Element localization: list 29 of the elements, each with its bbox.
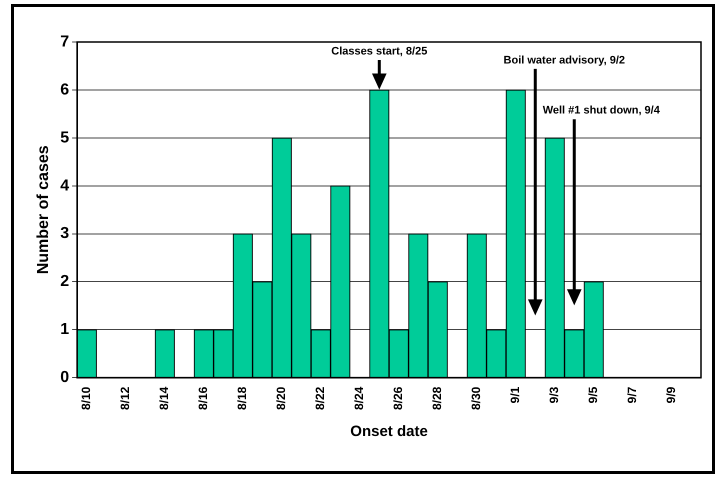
- y-axis-title: Number of cases: [35, 145, 52, 274]
- x-tick-label: 8/22: [313, 386, 328, 410]
- x-tick-label: 9/9: [664, 386, 678, 404]
- y-tick-label: 3: [60, 225, 70, 242]
- x-tick-label: 8/12: [118, 386, 132, 410]
- x-tick-label: 8/18: [235, 386, 250, 410]
- x-tick-label: 8/20: [274, 386, 288, 410]
- x-tick-label: 9/1: [508, 386, 522, 404]
- annotation: Classes start, 8/25: [331, 45, 428, 58]
- ref-line-label: Boil water advisory, 9/2: [504, 54, 626, 66]
- y-tick-label: 7: [60, 33, 70, 50]
- x-tick-label: 8/16: [196, 386, 210, 410]
- x-tick-label: 8/28: [430, 386, 444, 410]
- x-tick-label: 9/5: [586, 386, 600, 404]
- x-tick-label: 8/14: [157, 386, 172, 410]
- x-tick-label: 8/26: [391, 386, 406, 410]
- x-axis-title: Onset date: [350, 423, 428, 440]
- y-tick-label: 0: [60, 369, 70, 386]
- y-tick-label: 4: [60, 177, 70, 194]
- y-tick-label: 2: [60, 273, 70, 290]
- x-tick-label: 8/30: [469, 386, 484, 410]
- x-tick-label: 9/7: [625, 386, 640, 404]
- x-tick-label: 8/24: [352, 386, 366, 410]
- x-tick-label: 9/3: [547, 386, 562, 404]
- x-tick-label: 8/10: [79, 386, 94, 410]
- ref-line-label: Well #1 shut down, 9/4: [542, 104, 661, 117]
- y-tick-label: 5: [60, 129, 70, 146]
- y-tick-label: 6: [60, 81, 70, 98]
- y-tick-label: 1: [60, 321, 70, 338]
